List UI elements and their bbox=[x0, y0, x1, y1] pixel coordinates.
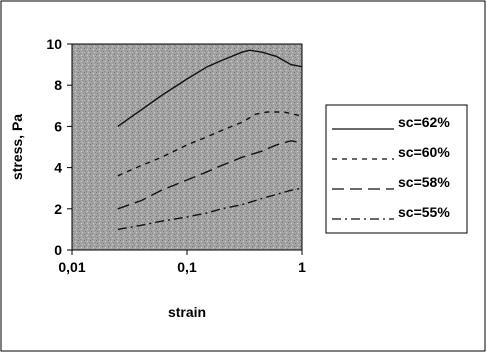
legend-label-2: sc=60% bbox=[398, 144, 450, 160]
legend-label-1: sc=62% bbox=[398, 114, 450, 130]
y-tick-label: 0 bbox=[54, 242, 62, 258]
series-layer bbox=[117, 49, 303, 231]
series-line-1 bbox=[117, 49, 303, 127]
series-line-3 bbox=[117, 140, 303, 210]
legend-label-3: sc=58% bbox=[398, 174, 450, 190]
y-tick-label: 2 bbox=[54, 201, 62, 217]
y-tick-label: 10 bbox=[46, 36, 62, 52]
x-tick-label: 1 bbox=[298, 259, 306, 275]
plot-area bbox=[71, 43, 303, 251]
y-tick-label: 8 bbox=[54, 77, 62, 93]
x-axis-label: strain bbox=[168, 304, 206, 320]
legend-label-4: sc=55% bbox=[398, 204, 450, 220]
y-axis-label: stress, Pa bbox=[9, 114, 25, 180]
legend-items: sc=62% sc=60% sc=58% sc=55% bbox=[332, 114, 450, 220]
y-tick-label: 6 bbox=[54, 118, 62, 134]
series-line-2 bbox=[117, 111, 303, 177]
y-tick-label: 4 bbox=[54, 160, 62, 176]
x-tick-label: 0,1 bbox=[177, 259, 197, 275]
axes-layer: 0 2 4 6 8 10 0,01 0,1 1 bbox=[46, 36, 306, 275]
legend bbox=[325, 104, 468, 234]
x-tick-label: 0,01 bbox=[58, 259, 85, 275]
